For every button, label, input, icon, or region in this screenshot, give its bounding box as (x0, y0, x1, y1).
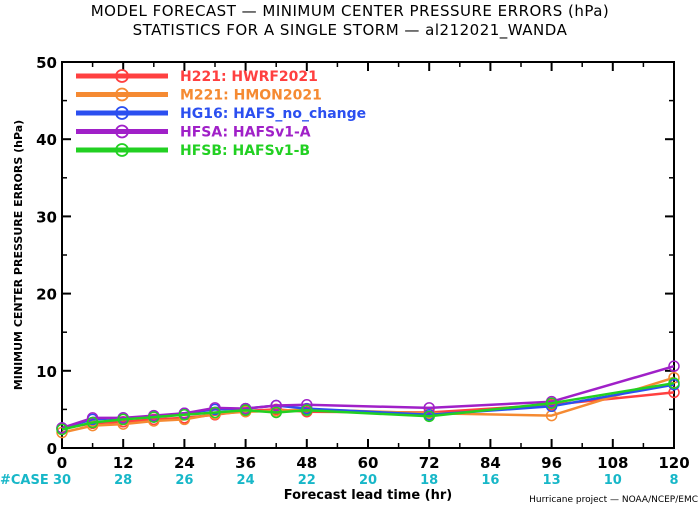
case-count: 16 (481, 473, 499, 488)
legend-label: HFSB: HAFSv1-B (180, 143, 310, 159)
case-count: 24 (237, 473, 255, 488)
plot-area (61, 61, 675, 449)
x-tick-label: 108 (597, 454, 628, 472)
y-tick-label: 30 (36, 208, 57, 226)
x-tick-label: 36 (235, 454, 256, 472)
legend-marker (115, 124, 129, 139)
x-tick-label: 84 (480, 454, 501, 472)
case-count: 30 (53, 473, 71, 488)
data-point (117, 413, 129, 426)
data-point (668, 360, 680, 372)
data-point (668, 377, 680, 389)
legend: H221: HWRF2021 M221: HMON2021 HG16: HAFS_n… (76, 69, 366, 159)
case-count: 13 (543, 473, 561, 488)
data-point (209, 406, 221, 419)
legend-label: H221: HWRF2021 (180, 69, 318, 85)
x-tick-label: 72 (419, 454, 440, 472)
data-point (270, 399, 282, 412)
legend-marker (115, 87, 129, 102)
legend-marker (115, 106, 129, 120)
case-count: 26 (175, 473, 193, 488)
x-axis-label: Forecast lead time (hr) (284, 488, 452, 503)
y-axis-label: MINIMUM CENTER PRESSURE ERRORS (hPa) (12, 120, 25, 390)
data-point (239, 404, 252, 416)
legend-marker (115, 69, 129, 83)
y-tick-label: 50 (36, 54, 57, 72)
data-point (423, 402, 435, 414)
x-tick-label: 48 (296, 454, 317, 472)
data-point (668, 371, 680, 384)
case-count: 10 (604, 473, 622, 488)
data-point (56, 423, 68, 436)
legend-label: M221: HMON2021 (180, 88, 322, 104)
credit-text: Hurricane project — NOAA/NCEP/EMC (529, 495, 698, 505)
case-label: #CASE (0, 473, 49, 488)
data-point (423, 410, 435, 423)
x-tick-label: 96 (541, 454, 562, 472)
legend-label: HG16: HAFS_no_change (180, 106, 366, 122)
chart-subtitle: STATISTICS FOR A SINGLE STORM — al212021… (133, 21, 568, 40)
legend-marker (115, 143, 129, 157)
data-point (545, 397, 558, 409)
y-tick-label: 10 (36, 363, 57, 381)
x-tick-label: 60 (358, 454, 379, 472)
y-tick-label: 20 (36, 286, 57, 304)
case-count: 28 (114, 473, 132, 488)
x-tick-label: 0 (57, 454, 67, 472)
y-tick-label: 0 (47, 440, 57, 458)
case-count: 20 (359, 473, 377, 488)
chart-title: MODEL FORECAST — MINIMUM CENTER PRESSURE… (91, 2, 610, 20)
series-layer (56, 360, 680, 439)
x-tick-label: 120 (658, 454, 689, 472)
y-tick-label: 40 (36, 131, 57, 149)
data-point (301, 404, 313, 416)
case-count: 22 (298, 473, 316, 488)
data-point (270, 406, 282, 419)
x-tick-label: 12 (113, 454, 134, 472)
x-tick-label: 24 (174, 454, 195, 472)
data-point (148, 411, 160, 423)
series-group (56, 377, 680, 436)
data-point (86, 416, 99, 429)
data-point (178, 409, 191, 421)
legend-label: HFSA: HAFSv1-A (180, 125, 311, 141)
case-count: 18 (420, 473, 438, 488)
case-count: 8 (669, 473, 678, 488)
